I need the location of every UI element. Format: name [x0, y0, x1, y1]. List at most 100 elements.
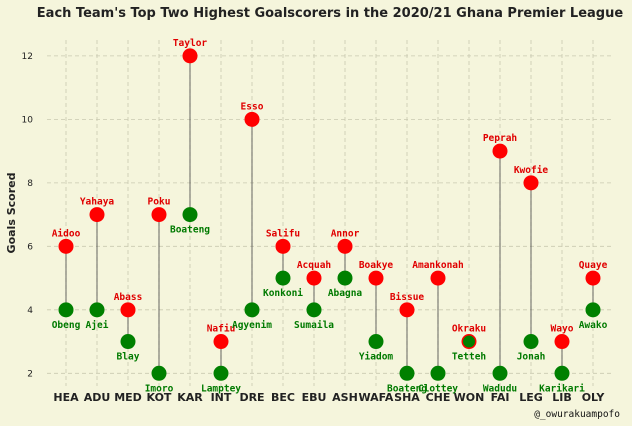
- second-scorer-label: Awako: [579, 320, 608, 331]
- second-scorer-point: [554, 365, 570, 381]
- x-tick-label: KAR: [177, 391, 203, 404]
- second-scorer-point: [399, 365, 415, 381]
- second-scorer-point: [244, 302, 260, 318]
- second-scorer-point: [89, 302, 105, 318]
- top-scorer-point: [151, 207, 167, 223]
- y-tick-label: 10: [22, 115, 34, 125]
- second-scorer-point: [275, 270, 291, 286]
- top-scorer-point: [182, 48, 198, 64]
- chart-title: Each Team's Top Two Highest Goalscorers …: [37, 6, 624, 21]
- y-tick-label: 8: [27, 179, 33, 189]
- second-scorer-label: Ajei: [86, 320, 109, 331]
- second-scorer-point: [213, 365, 229, 381]
- y-tick-label: 12: [22, 52, 33, 62]
- top-scorer-point: [275, 238, 291, 254]
- points: [58, 48, 601, 381]
- second-scorer-label: Lamptey: [201, 383, 241, 394]
- x-tick-label: WON: [454, 391, 485, 404]
- second-scorer-label: Karikari: [539, 383, 585, 394]
- top-scorer-point: [306, 270, 322, 286]
- x-tick-label: LEG: [519, 391, 543, 404]
- top-scorer-label: Okraku: [452, 324, 486, 335]
- x-tick-label: HEA: [53, 391, 79, 404]
- top-scorer-label: Bissue: [390, 292, 425, 303]
- second-scorer-point: [58, 302, 74, 318]
- x-tick-label: ASH: [332, 391, 358, 404]
- second-scorer-point: [523, 334, 539, 350]
- second-scorer-label: Abagna: [328, 288, 363, 299]
- second-scorer-point: [337, 270, 353, 286]
- top-scorer-point: [554, 334, 570, 350]
- top-scorer-point: [523, 175, 539, 191]
- top-scorer-label: Esso: [241, 101, 264, 112]
- stems: [65, 55, 594, 374]
- second-scorer-point: [306, 302, 322, 318]
- top-scorer-point: [492, 143, 508, 159]
- second-scorer-label: Boateng: [387, 383, 427, 394]
- top-scorer-point: [368, 270, 384, 286]
- x-tick-label: CHE: [426, 391, 451, 404]
- grid: [47, 40, 612, 386]
- second-scorer-point: [463, 335, 475, 348]
- top-scorer-label: Peprah: [483, 133, 517, 144]
- second-scorer-point: [182, 207, 198, 223]
- second-scorer-label: Jonah: [517, 352, 546, 363]
- second-scorer-label: Imoro: [145, 383, 174, 394]
- second-scorer-label: Tetteh: [452, 352, 486, 363]
- x-tick-label: BEC: [271, 391, 295, 404]
- y-ticks: 2 4 6 8 10 12: [22, 52, 34, 379]
- second-scorer-point: [492, 365, 508, 381]
- x-tick-label: KOT: [147, 391, 172, 404]
- y-tick-label: 4: [27, 306, 33, 316]
- y-axis-label: Goals Scored: [5, 173, 18, 254]
- top-scorer-label: Amankonah: [412, 260, 463, 271]
- top-scorer-point: [58, 238, 74, 254]
- top-scorer-label: Aidoo: [52, 228, 81, 239]
- player-labels: Aidoo Obeng Yahaya Ajei Abass Blay Poku Imoro Ta…: [52, 38, 608, 394]
- top-scorer-point: [399, 302, 415, 318]
- top-scorer-point: [213, 334, 229, 350]
- y-tick-label: 2: [27, 369, 33, 379]
- top-scorer-point: [430, 270, 446, 286]
- top-scorer-label: Nafiu: [207, 324, 236, 335]
- top-scorer-point: [244, 111, 260, 127]
- top-scorer-label: Wayo: [551, 324, 574, 335]
- second-scorer-point: [430, 365, 446, 381]
- second-scorer-point: [585, 302, 601, 318]
- x-tick-label: OLY: [582, 391, 606, 404]
- top-scorer-label: Annor: [331, 228, 360, 239]
- second-scorer-label: Sumaila: [294, 320, 334, 331]
- second-scorer-label: Wadudu: [483, 383, 517, 394]
- second-scorer-label: Clottey: [418, 383, 458, 394]
- x-tick-label: ADU: [84, 391, 111, 404]
- top-scorer-point: [89, 207, 105, 223]
- top-scorer-label: Poku: [148, 197, 171, 208]
- top-scorer-label: Salifu: [266, 228, 300, 239]
- second-scorer-label: Konkoni: [263, 288, 303, 299]
- second-scorer-point: [368, 334, 384, 350]
- top-scorer-label: Boakye: [359, 260, 394, 271]
- x-tick-label: WAFA: [359, 391, 394, 404]
- x-tick-label: FAI: [491, 391, 510, 404]
- top-scorer-point: [337, 238, 353, 254]
- x-tick-label: EBU: [302, 391, 327, 404]
- top-scorer-point: [120, 302, 136, 318]
- credit-text: @_owurakuampofo: [534, 409, 620, 420]
- top-scorer-label: Quaye: [579, 260, 608, 271]
- second-scorer-label: Blay: [117, 352, 140, 363]
- y-tick-label: 6: [27, 242, 33, 252]
- x-tick-label: DRE: [239, 391, 264, 404]
- x-tick-label: MED: [114, 391, 142, 404]
- top-scorer-label: Yahaya: [80, 197, 115, 208]
- top-scorer-point: [585, 270, 601, 286]
- top-scorer-label: Taylor: [173, 38, 208, 49]
- top-scorer-label: Acquah: [297, 260, 331, 271]
- x-ticks: HEA ADU MED KOT KAR INT DRE BEC EBU ASH WAFA SHA CHE…: [53, 391, 605, 404]
- top-scorer-label: Abass: [114, 292, 143, 303]
- x-tick-label: LIB: [552, 391, 572, 404]
- top-scorer-label: Kwofie: [514, 165, 549, 176]
- second-scorer-label: Obeng: [52, 320, 81, 331]
- second-scorer-point: [120, 334, 136, 350]
